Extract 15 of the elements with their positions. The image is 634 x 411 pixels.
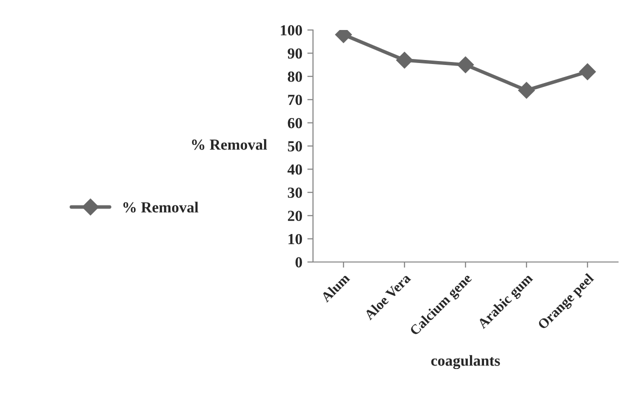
x-tick-label: Aloe Vera — [363, 272, 412, 320]
y-tick-label: 50 — [288, 141, 302, 152]
y-tick-label: 100 — [280, 25, 302, 36]
y-tick-label: 10 — [288, 234, 302, 244]
y-tick-label: 0 — [296, 257, 302, 268]
legend-label: % Removal — [123, 202, 198, 213]
y-tick-label: 30 — [288, 188, 302, 198]
y-tick-label: 80 — [288, 72, 302, 82]
y-tick-label: 60 — [288, 118, 302, 128]
x-axis-title: coagulants — [431, 355, 500, 370]
y-tick-label: 20 — [288, 210, 302, 222]
y-tick-label: 70 — [288, 94, 302, 106]
y-tick-label: 40 — [288, 164, 302, 175]
y-tick-label: 90 — [288, 48, 302, 59]
y-axis-title: % Removal — [192, 139, 267, 150]
